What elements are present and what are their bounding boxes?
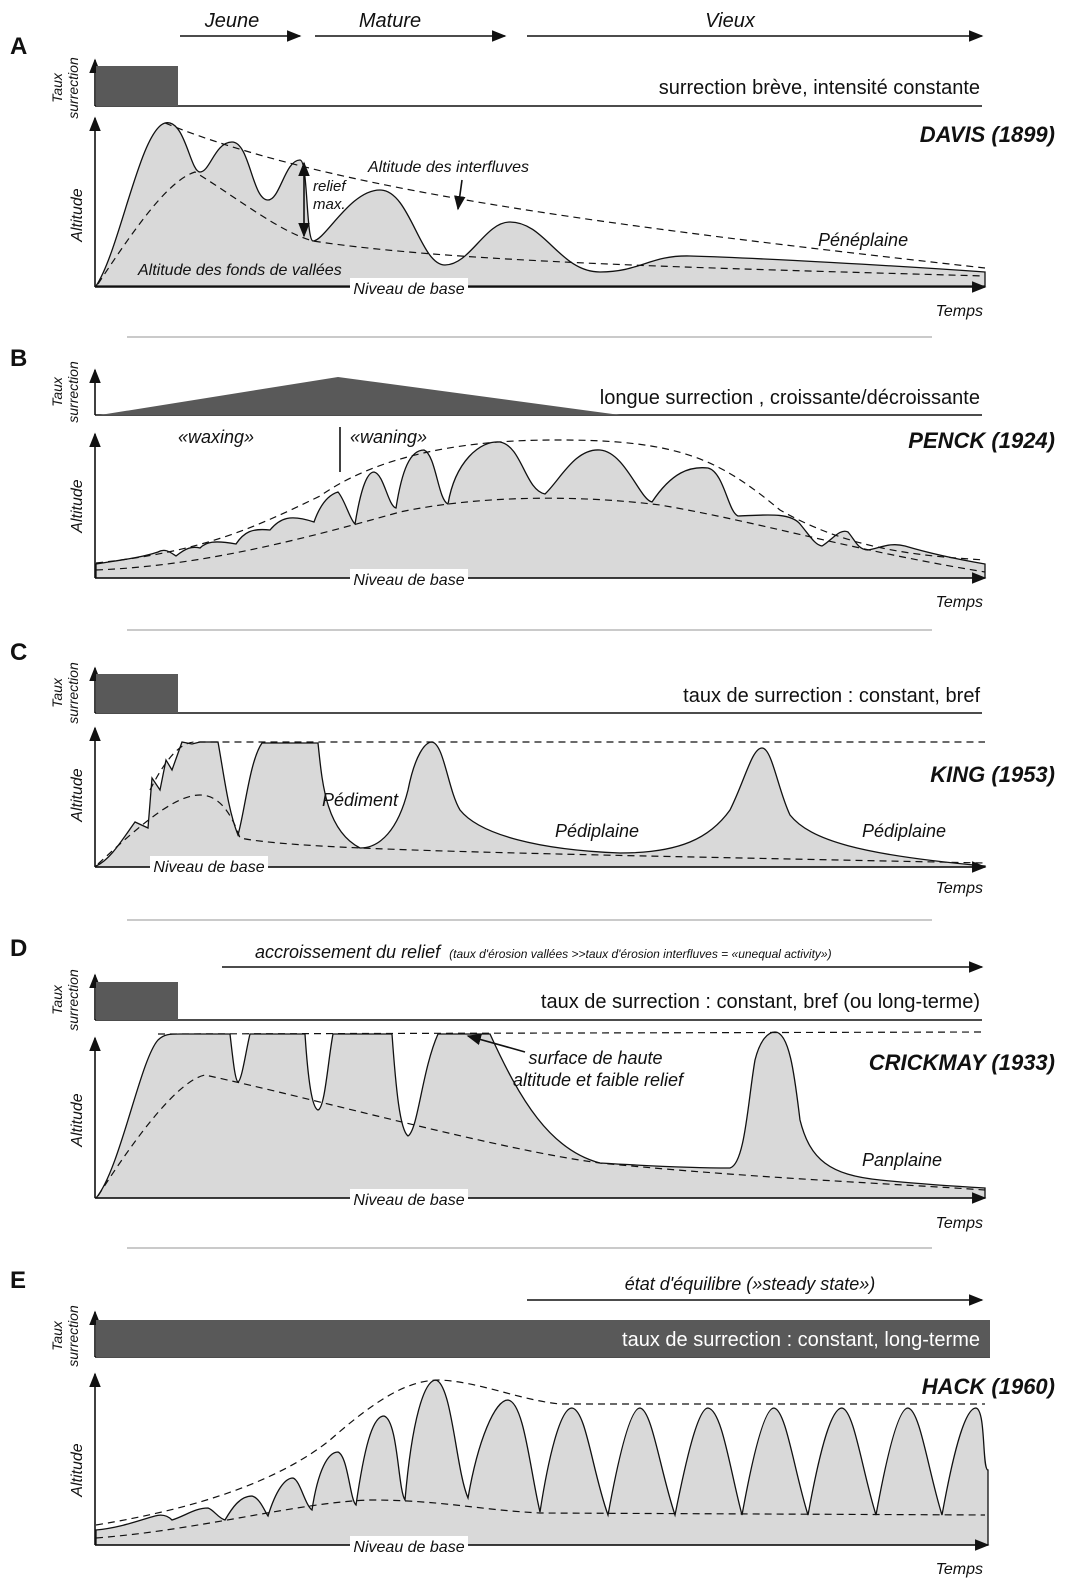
time-axis-label: Temps bbox=[936, 1215, 983, 1232]
pediment-label: Pédiment bbox=[322, 790, 399, 810]
altitude-axis-label: Altitude bbox=[69, 188, 86, 242]
steady-state-label: état d'équilibre (»steady state») bbox=[625, 1274, 876, 1294]
valley-floor-envelope bbox=[95, 497, 986, 573]
landscape-profile bbox=[94, 122, 986, 287]
rate-axis-label: Tauxsurrection bbox=[49, 969, 81, 1031]
valleys-label: Altitude des fonds de vallées bbox=[137, 262, 342, 279]
uplift-description: taux de surrection : constant, long-term… bbox=[622, 1329, 980, 1351]
waning-label: «waning» bbox=[350, 427, 427, 447]
landscape-profile bbox=[95, 1379, 989, 1546]
panel-d: D accroissement du relief (taux d'érosio… bbox=[10, 935, 1055, 1232]
base-level-label: Niveau de base bbox=[353, 281, 464, 298]
model-title: HACK (1960) bbox=[922, 1374, 1055, 1399]
model-title: KING (1953) bbox=[930, 762, 1055, 787]
interfluve-envelope bbox=[95, 439, 986, 564]
base-label-bg bbox=[350, 278, 468, 298]
uplift-triangle bbox=[100, 377, 620, 415]
waxing-label: «waxing» bbox=[178, 427, 254, 447]
uplift-bar bbox=[96, 66, 178, 106]
valley-floor-envelope bbox=[97, 1074, 986, 1197]
base-envelope bbox=[97, 794, 986, 865]
interfluves-pointer bbox=[454, 179, 466, 211]
panel-letter: D bbox=[10, 935, 27, 962]
uplift-description: longue surrection , croissante/décroissa… bbox=[600, 387, 980, 409]
landscape-profile bbox=[94, 1031, 986, 1199]
panplain-label: Panplaine bbox=[862, 1150, 942, 1170]
rate-axis-label: Tauxsurrection bbox=[49, 1305, 81, 1367]
uplift-bar bbox=[96, 982, 178, 1020]
uplift-description: taux de surrection : constant, bref bbox=[683, 685, 980, 707]
altitude-axes bbox=[89, 1372, 990, 1551]
interfluve-envelope bbox=[164, 122, 986, 269]
time-axis-label: Temps bbox=[936, 1561, 983, 1578]
panel-c: C Tauxsurrection taux de surrection : co… bbox=[10, 639, 1055, 897]
altitude-axis-label: Altitude bbox=[69, 1093, 86, 1147]
base-label-bg bbox=[150, 856, 268, 876]
base-level-label: Niveau de base bbox=[353, 1192, 464, 1209]
time-axis-label: Temps bbox=[936, 880, 983, 897]
altitude-axes bbox=[89, 1036, 987, 1204]
altitude-axes bbox=[89, 116, 987, 293]
interfluves-label: Altitude des interfluves bbox=[367, 159, 529, 176]
pediplain-label: Pédiplaine bbox=[555, 821, 639, 841]
landscape-profile bbox=[95, 741, 986, 868]
altitude-axes bbox=[89, 432, 987, 584]
model-title: CRICKMAY (1933) bbox=[869, 1050, 1055, 1075]
uplift-bar bbox=[96, 674, 178, 713]
uplift-rate-axis bbox=[89, 58, 982, 107]
rate-axis-label: Tauxsurrection bbox=[49, 361, 81, 423]
base-level-label: Niveau de base bbox=[153, 859, 264, 876]
surface-label: surface de haute altitude et faible reli… bbox=[513, 1048, 685, 1090]
panel-b: B Tauxsurrection longue surrection , cro… bbox=[10, 345, 1055, 611]
base-level-label: Niveau de base bbox=[353, 1539, 464, 1556]
relief-max-label: relief max. bbox=[313, 178, 347, 213]
uplift-rate-axis bbox=[89, 973, 982, 1021]
stage-mature-label: Mature bbox=[359, 10, 421, 32]
base-level-label: Niveau de base bbox=[353, 572, 464, 589]
altitude-axis-label: Altitude bbox=[69, 768, 86, 822]
stage-old-label: Vieux bbox=[705, 10, 756, 32]
panel-letter: B bbox=[10, 345, 27, 372]
pediplain-label: Pédiplaine bbox=[862, 821, 946, 841]
uplift-bar bbox=[96, 1320, 990, 1357]
stage-arrows: Jeune Mature Vieux bbox=[180, 10, 984, 42]
panel-letter: E bbox=[10, 1267, 26, 1294]
panel-letter: A bbox=[10, 33, 27, 60]
base-label-bg bbox=[350, 569, 468, 589]
time-axis-label: Temps bbox=[936, 303, 983, 320]
altitude-axis-label: Altitude bbox=[69, 479, 86, 533]
base-label-bg bbox=[350, 1536, 468, 1556]
uplift-rate-axis bbox=[89, 666, 982, 714]
surface-pointer bbox=[466, 1033, 526, 1053]
panel-a: A Tauxsurrection surrection brève, inten… bbox=[10, 33, 1055, 320]
stage-young-label: Jeune bbox=[204, 10, 260, 32]
uplift-description: surrection brève, intensité constante bbox=[659, 77, 980, 99]
model-title: PENCK (1924) bbox=[908, 428, 1055, 453]
valley-floor-envelope bbox=[95, 1499, 986, 1539]
panel-letter: C bbox=[10, 639, 27, 666]
model-title: DAVIS (1899) bbox=[920, 122, 1055, 147]
uplift-description: taux de surrection : constant, bref (ou … bbox=[541, 991, 980, 1013]
base-label-bg bbox=[350, 1189, 468, 1209]
upland-surface-envelope bbox=[157, 1031, 986, 1035]
relief-growth-label: accroissement du relief (taux d'érosion … bbox=[255, 942, 832, 962]
interfluve-envelope bbox=[95, 1379, 985, 1526]
landscape-profile bbox=[95, 441, 986, 579]
rate-axis-label: Tauxsurrection bbox=[49, 662, 81, 724]
rate-axis-label: Tauxsurrection bbox=[49, 57, 81, 119]
altitude-axis-label: Altitude bbox=[69, 1443, 86, 1497]
time-axis-label: Temps bbox=[936, 594, 983, 611]
peneplain-label: Pénéplaine bbox=[818, 230, 908, 250]
panel-e: E état d'équilibre (»steady state») Taux… bbox=[10, 1267, 1055, 1578]
